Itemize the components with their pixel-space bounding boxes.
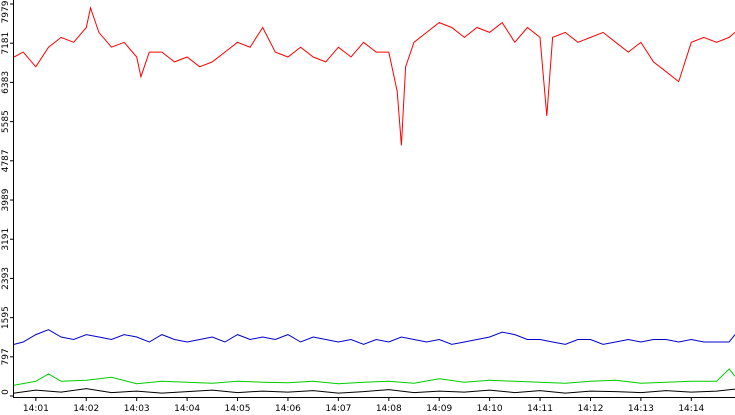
y-tick-label: 1595: [1, 306, 11, 329]
x-tick-label: 14:09: [426, 404, 452, 414]
y-tick-label: 797: [1, 348, 11, 365]
x-tick-label: 14:13: [628, 404, 654, 414]
x-tick-label: 14:07: [325, 404, 351, 414]
x-tick-label: 14:06: [275, 404, 301, 414]
series-line-1: [13, 6, 735, 146]
y-tick-label: 2393: [1, 267, 11, 290]
x-tick-label: 14:11: [527, 404, 553, 414]
y-tick-label: 5585: [1, 110, 11, 133]
y-tick-label: 0: [1, 389, 11, 395]
x-tick-layer: 14:01 14:02 14:03 14:04 14:05 14:06 14:07 14:08…: [23, 398, 705, 414]
series-line-3: [13, 368, 735, 386]
y-tick-label: 7979: [1, 0, 11, 23]
x-tick-label: 14:05: [225, 404, 251, 414]
x-tick-label: 14:03: [124, 404, 150, 414]
series-line-4: [13, 388, 735, 394]
y-tick-layer: 0 797 1595 2393 3191 3989 4787 5585 6383 7181 7979: [1, 0, 14, 397]
series-layer: [13, 6, 735, 394]
axes-layer: [13, 0, 735, 398]
x-tick-label: 14:04: [174, 404, 200, 414]
x-tick-label: 14:08: [376, 404, 402, 414]
y-tick-label: 4787: [1, 149, 11, 172]
x-tick-label: 14:12: [577, 404, 603, 414]
x-tick-label: 14:01: [23, 404, 49, 414]
x-tick-label: 14:14: [678, 404, 704, 414]
y-tick-label: 3989: [1, 188, 11, 211]
series-line-2: [13, 329, 735, 345]
y-tick-label: 6383: [1, 71, 11, 94]
x-tick-label: 14:10: [477, 404, 503, 414]
y-tick-label: 3191: [1, 228, 11, 251]
x-tick-label: 14:02: [73, 404, 99, 414]
y-tick-label: 7181: [1, 32, 11, 55]
